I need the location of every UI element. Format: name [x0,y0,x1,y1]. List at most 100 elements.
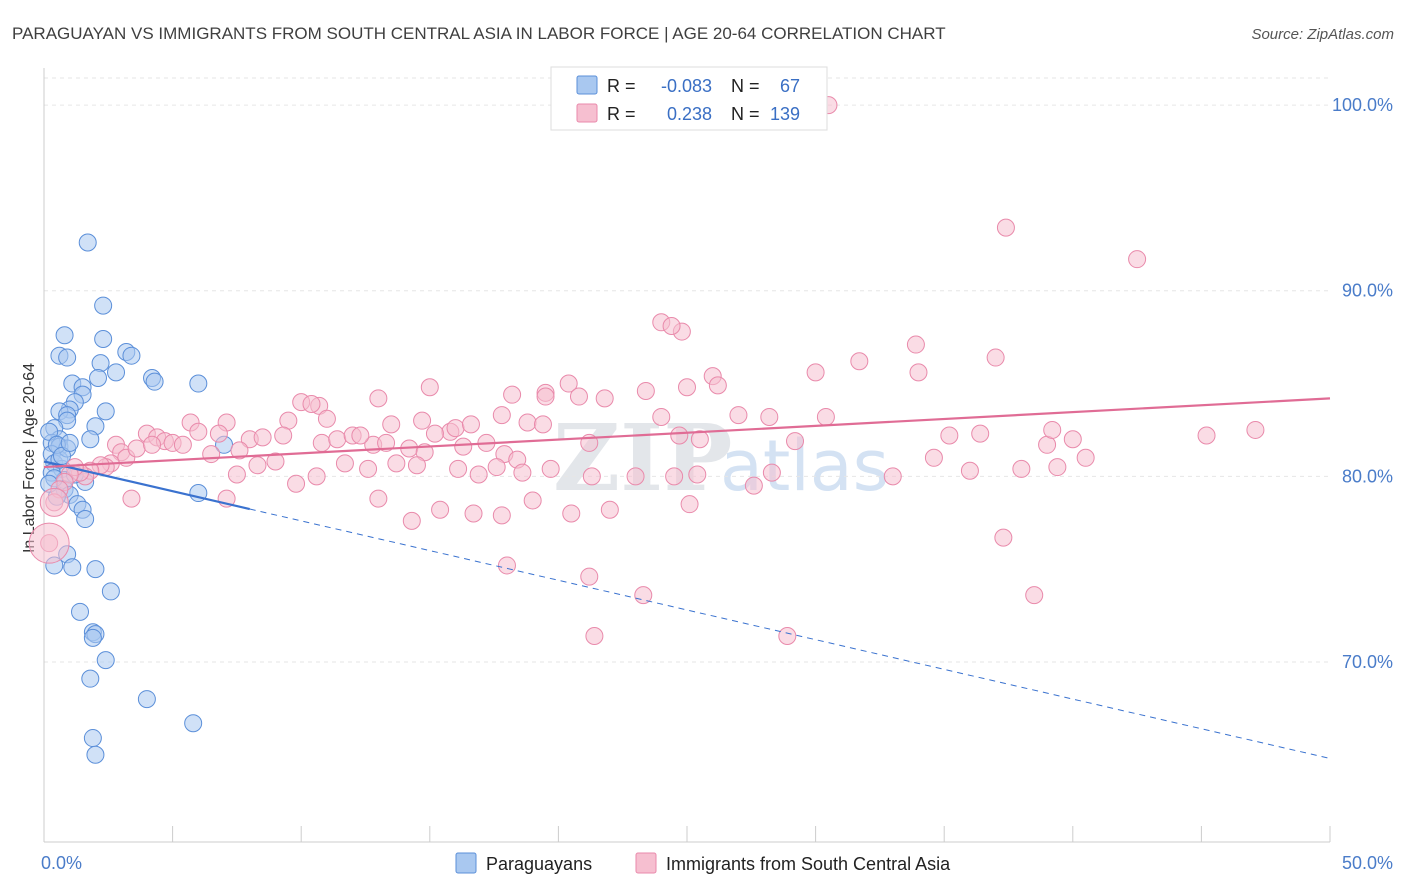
point-immigrants [1197,426,1216,445]
point-immigrants [227,465,246,484]
point-immigrants [744,476,763,495]
point-immigrants [1063,430,1082,449]
point-paraguayans [189,374,208,393]
point-immigrants [541,459,560,478]
point-immigrants [189,422,208,441]
point-paraguayans [58,348,77,367]
point-immigrants [446,419,465,438]
stats-legend: R = -0.083 N = 67 R = 0.238 N = 139 [550,66,828,131]
point-immigrants [670,426,689,445]
point-immigrants [688,465,707,484]
series-legend-label-paraguayans: Paraguayans [486,854,592,874]
legend-n-value-2: 139 [770,104,800,124]
point-immigrants [580,567,599,586]
y-tick-label: 100.0% [1332,95,1393,115]
point-immigrants [335,454,354,473]
point-immigrants [729,406,748,425]
point-immigrants [382,415,401,434]
point-immigrants [778,626,797,645]
point-immigrants [328,430,347,449]
point-paraguayans [81,669,100,688]
x-tick-label: 0.0% [41,853,82,873]
point-immigrants [420,378,439,397]
point-immigrants [312,433,331,452]
legend-r-label-2: R = [607,104,636,124]
point-immigrants [492,506,511,525]
chart-title: PARAGUAYAN VS IMMIGRANTS FROM SOUTH CENT… [12,24,946,43]
point-immigrants [173,435,192,454]
point-immigrants [302,394,321,413]
point-immigrants [492,406,511,425]
axes: 70.0% 80.0% 90.0% 100.0% 0.0% 50.0% [41,68,1393,873]
series-legend-swatch-paraguayans [455,852,477,874]
point-immigrants [1012,459,1031,478]
point-immigrants [317,409,336,428]
point-paraguayans [145,372,164,391]
point-immigrants [533,415,552,434]
point-immigrants [503,385,522,404]
point-immigrants [253,428,272,447]
point-immigrants [407,456,426,475]
point-immigrants [287,474,306,493]
source-label: Source: ZipAtlas.com [1251,26,1394,43]
point-immigrants [1025,586,1044,605]
point-paraguayans [101,582,120,601]
watermark-atlas: atlas [720,425,889,507]
point-immigrants [986,348,1005,367]
legend-r-label-1: R = [607,76,636,96]
watermark-zip: ZIP [553,404,732,512]
point-immigrants [760,407,779,426]
point-immigrants [377,433,396,452]
point-immigrants [960,461,979,480]
point-immigrants [786,432,805,451]
point-immigrants [387,454,406,473]
point-immigrants [497,556,516,575]
scatter-points [28,96,1265,764]
y-tick-label: 70.0% [1342,652,1393,672]
point-paraguayans [83,628,102,647]
point-immigrants [402,511,421,530]
point-paraguayans [76,510,95,529]
trend-lines [43,397,1331,759]
point-immigrants [994,528,1013,547]
legend-swatch-paraguayans [576,75,598,95]
point-paraguayans [107,363,126,382]
point-immigrants [248,456,267,475]
point-paraguayans [83,729,102,748]
point-immigrants [996,218,1015,237]
point-paraguayans [78,233,97,252]
point-immigrants [600,500,619,519]
point-paraguayans [122,346,141,365]
point-paraguayans [94,329,113,348]
legend-r-value-2: 0.238 [667,104,712,124]
series-legend-swatch-immigrants [635,852,657,874]
point-immigrants [461,415,480,434]
point-immigrants [652,407,671,426]
point-immigrants [487,458,506,477]
legend-n-label-2: N = [731,104,760,124]
point-immigrants [464,504,483,523]
point-immigrants [413,411,432,430]
legend-r-value-1: -0.083 [661,76,712,96]
point-immigrants [708,376,727,395]
legend-n-value-1: 67 [780,76,800,96]
point-paraguayans [89,368,108,387]
point-immigrants [569,387,588,406]
x-tick-label: 50.0% [1342,853,1393,873]
legend-swatch-immigrants [576,103,598,123]
point-paraguayans [55,326,74,345]
point-immigrants [559,374,578,393]
point-immigrants [307,467,326,486]
point-immigrants [924,448,943,467]
point-paraguayans [60,433,79,452]
point-paraguayans [81,430,100,449]
point-immigrants [536,387,555,406]
point-immigrants [369,389,388,408]
point-immigrants [266,452,285,471]
point-immigrants [122,489,141,508]
trend-line-paraguayans [43,460,251,511]
point-paraguayans [96,651,115,670]
legend-n-label-1: N = [731,76,760,96]
point-immigrants [1076,448,1095,467]
point-immigrants [469,465,488,484]
